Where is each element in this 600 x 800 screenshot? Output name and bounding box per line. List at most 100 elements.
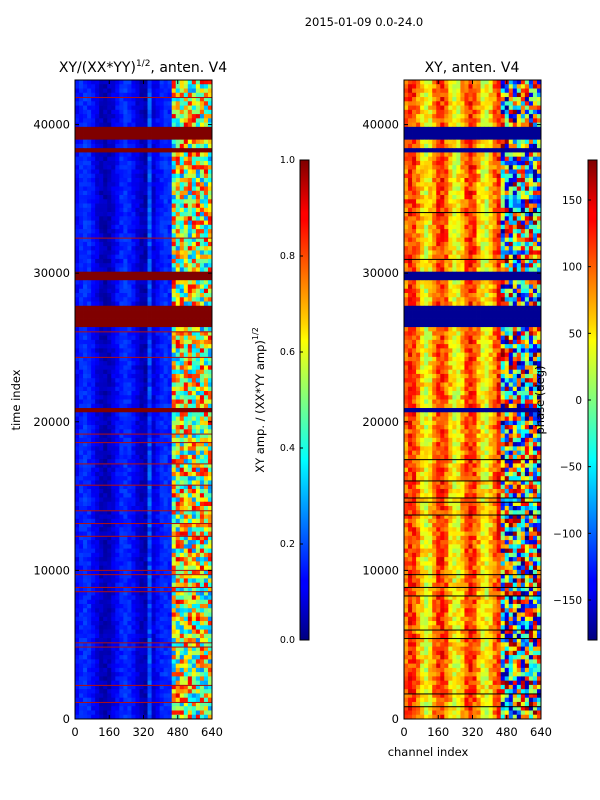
amp-cell (207, 92, 213, 98)
amp-cell (171, 258, 177, 264)
amp-cell (163, 182, 169, 187)
amp-cell (175, 173, 181, 179)
amp-cell (155, 318, 161, 324)
amp-cell (163, 403, 169, 409)
amp-cell (167, 608, 173, 613)
amp-cell (87, 578, 92, 584)
amp-cell (135, 680, 140, 686)
amp-cell (119, 501, 124, 507)
amp-cell (187, 667, 193, 673)
amp-cell (207, 399, 213, 405)
amp-cell (115, 471, 120, 477)
amp-cell (175, 212, 181, 217)
amp-cell (99, 603, 104, 609)
amp-cell (123, 442, 128, 447)
amp-cell (187, 135, 193, 141)
amp-cell (91, 109, 96, 115)
amp-cell (83, 152, 88, 158)
amp-cell (203, 156, 209, 162)
amp-cell (75, 344, 80, 349)
amp-cell (131, 122, 136, 128)
amp-cell (95, 356, 100, 362)
amp-cell (207, 173, 213, 179)
amp-cell (159, 693, 165, 699)
amp-cell (95, 565, 100, 571)
amp-cell (167, 92, 173, 98)
amp-cell (99, 399, 104, 405)
amp-cell (107, 646, 112, 652)
amp-cell (75, 442, 80, 447)
amp-cell (143, 207, 148, 213)
amp-cell (95, 293, 100, 298)
amp-cell (187, 395, 193, 400)
amp-cell (115, 195, 120, 200)
amp-cell (207, 271, 213, 277)
amp-cell (111, 501, 116, 507)
amp-cell (151, 305, 156, 311)
amp-cell (207, 523, 213, 528)
amp-cell (191, 267, 197, 273)
amp-cell (199, 548, 205, 554)
amp-cell (87, 684, 92, 690)
amp-cell (127, 582, 132, 588)
amp-cell (203, 207, 209, 213)
amp-cell (147, 199, 152, 204)
amp-cell (171, 331, 177, 336)
amp-cell (159, 540, 165, 545)
amp-cell (107, 433, 112, 439)
amp-cell (95, 701, 100, 707)
amp-cell (179, 233, 185, 239)
amp-cell (115, 531, 120, 537)
amp-cell (151, 284, 156, 290)
amp-cell (147, 186, 152, 192)
amp-cell (123, 697, 128, 703)
amp-cell (123, 169, 128, 175)
amp-cell (159, 591, 165, 596)
amp-cell (163, 540, 169, 545)
amp-cell (123, 220, 128, 226)
amp-cell (203, 182, 209, 187)
amp-cell (119, 152, 124, 158)
amp-cell (119, 608, 124, 613)
amp-cell (195, 280, 201, 285)
amp-cell (159, 310, 165, 315)
amp-cell (151, 356, 156, 362)
amp-cell (147, 97, 152, 102)
amp-cell (111, 693, 116, 699)
amp-cell (87, 352, 92, 358)
amp-cell (159, 173, 165, 179)
amp-cell (183, 241, 189, 247)
amp-cell (127, 506, 132, 511)
amp-cell (195, 288, 201, 294)
amp-cell (115, 437, 120, 443)
amp-cell (147, 250, 152, 256)
amp-cell (143, 684, 148, 690)
amp-cell (143, 672, 148, 677)
amp-cell (175, 114, 181, 119)
amp-cell (95, 139, 100, 145)
amp-cell (135, 659, 140, 665)
amp-cell (83, 603, 88, 609)
amp-cell (175, 471, 181, 477)
amp-cell (131, 586, 136, 592)
amp-cell (207, 143, 213, 149)
amp-cell (91, 275, 96, 281)
amp-cell (103, 293, 108, 298)
amp-cell (195, 327, 201, 332)
amp-cell (123, 501, 128, 507)
amp-cell (135, 80, 140, 85)
amp-cell (163, 305, 169, 311)
amp-cell (167, 535, 173, 541)
amp-cell (131, 229, 136, 234)
amp-cell (123, 646, 128, 652)
amp-cell (179, 122, 185, 128)
amp-cell (163, 557, 169, 562)
amp-cell (167, 348, 173, 354)
amp-cell (155, 207, 161, 213)
amp-cell (163, 446, 169, 452)
amp-cell (107, 143, 112, 149)
amp-cell (187, 463, 193, 469)
amp-cell (135, 339, 140, 345)
amp-cell (99, 318, 104, 324)
amp-cell (103, 612, 108, 618)
